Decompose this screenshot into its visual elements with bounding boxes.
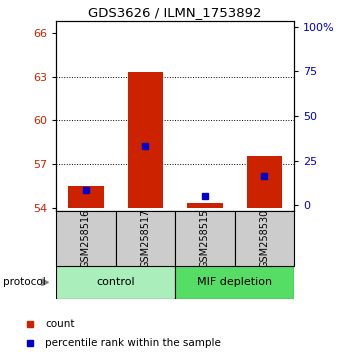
Bar: [116, 211, 175, 266]
Bar: [187, 202, 223, 208]
Text: control: control: [96, 277, 135, 287]
Text: GSM258516: GSM258516: [81, 209, 91, 268]
Text: MIF depletion: MIF depletion: [197, 277, 272, 287]
Text: GSM258530: GSM258530: [259, 209, 269, 268]
Bar: [56, 211, 116, 266]
Text: percentile rank within the sample: percentile rank within the sample: [45, 338, 221, 348]
Bar: [175, 211, 235, 266]
Title: GDS3626 / ILMN_1753892: GDS3626 / ILMN_1753892: [88, 6, 262, 19]
Bar: [235, 211, 294, 266]
Bar: [175, 266, 294, 299]
Text: GSM258517: GSM258517: [140, 209, 150, 268]
Bar: [68, 186, 104, 208]
Text: GSM258515: GSM258515: [200, 209, 210, 268]
Bar: [128, 72, 163, 208]
Bar: [246, 156, 282, 208]
Bar: [56, 266, 175, 299]
Text: protocol: protocol: [3, 277, 46, 287]
Text: count: count: [45, 319, 75, 329]
